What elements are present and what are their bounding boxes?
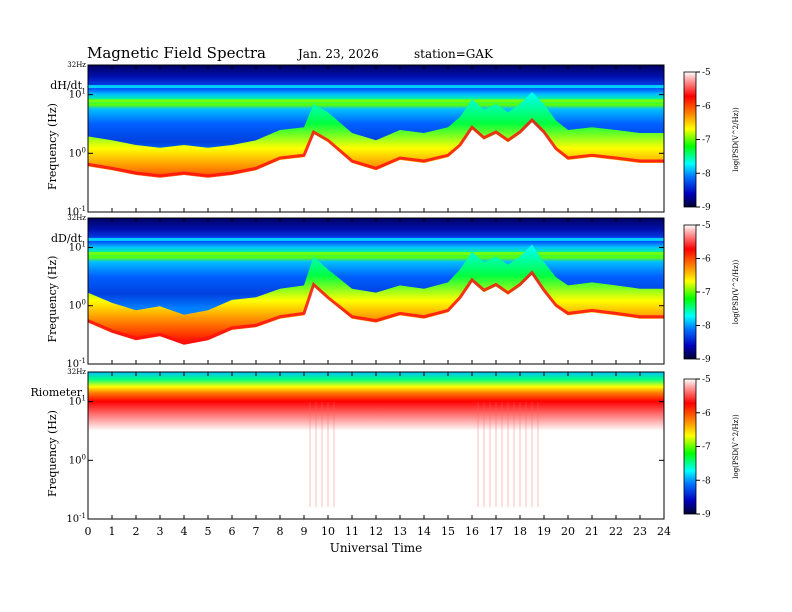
y-tick-label: 10-1	[66, 512, 86, 525]
spectrum-edge	[88, 270, 664, 345]
y-top-label: 32Hz	[67, 368, 86, 376]
colorbar-tick-label: -6	[702, 255, 711, 265]
x-tick-label: 16	[465, 525, 479, 538]
x-tick-label: 0	[85, 525, 92, 538]
colorbar-tick-label: -8	[702, 322, 711, 332]
colorbar-tick-label: -9	[702, 203, 711, 213]
y-tick-label: 101	[69, 240, 86, 253]
y-tick-label: 100	[69, 299, 86, 312]
x-tick-label: 9	[301, 525, 308, 538]
colorbar-tick-label: -7	[702, 443, 711, 453]
spectral-band	[88, 85, 664, 89]
colorbar-label: log(PSD(V^2/Hz))	[732, 259, 740, 324]
y-tick-label: 10-1	[66, 357, 86, 370]
y-tick-label: 101	[69, 88, 86, 101]
spectral-band	[88, 237, 664, 241]
x-tick-label: 20	[561, 525, 575, 538]
x-tick-label: 4	[181, 525, 188, 538]
x-axis-label: Universal Time	[330, 541, 423, 555]
colorbar-label: log(PSD(V^2/Hz))	[732, 414, 740, 479]
y-tick-label: 101	[69, 395, 86, 408]
panel-label: Riometer	[30, 386, 82, 399]
panel-2	[88, 218, 664, 364]
x-tick-label: 13	[393, 525, 407, 538]
panel-1	[88, 65, 664, 212]
y-axis-label: Frequency (Hz)	[46, 256, 59, 343]
colorbar-tick-label: -5	[702, 221, 711, 231]
colorbar	[683, 224, 697, 360]
x-tick-label: 21	[585, 525, 599, 538]
y-axis-label: Frequency (Hz)	[46, 103, 59, 190]
colorbar	[683, 378, 697, 515]
x-tick-label: 2	[133, 525, 140, 538]
x-tick-label: 12	[369, 525, 383, 538]
y-top-label: 32Hz	[67, 61, 86, 69]
spectral-band	[88, 252, 664, 256]
colorbar-label: log(PSD(V^2/Hz))	[732, 107, 740, 172]
y-top-label: 32Hz	[67, 214, 86, 222]
spectrum-quiet-region	[88, 122, 664, 212]
x-tick-label: 5	[205, 525, 212, 538]
x-tick-label: 22	[609, 525, 623, 538]
colorbar-tick-label: -7	[702, 288, 711, 298]
colorbar-tick-label: -9	[702, 355, 711, 365]
x-tick-label: 23	[633, 525, 647, 538]
colorbar-tick-label: -9	[702, 510, 711, 520]
y-tick-label: 100	[69, 453, 86, 466]
x-tick-label: 3	[157, 525, 164, 538]
panel-label: dD/dt	[51, 232, 83, 245]
colorbar	[683, 71, 697, 208]
spectrum-edge	[88, 117, 664, 178]
x-tick-label: 24	[657, 525, 671, 538]
chart-title: Magnetic Field Spectra	[87, 44, 266, 62]
x-tick-label: 8	[277, 525, 284, 538]
x-tick-label: 7	[253, 525, 260, 538]
x-tick-label: 11	[345, 525, 359, 538]
x-tick-label: 10	[321, 525, 335, 538]
panel-3	[88, 372, 664, 519]
x-tick-label: 18	[513, 525, 527, 538]
x-tick-label: 14	[417, 525, 431, 538]
colorbar-tick-label: -6	[702, 102, 711, 112]
colorbar-tick-label: -7	[702, 136, 711, 146]
x-tick-label: 17	[489, 525, 503, 538]
colorbar-tick-label: -8	[702, 476, 711, 486]
panel-background	[88, 372, 664, 519]
x-tick-label: 15	[441, 525, 455, 538]
chart-date: Jan. 23, 2026	[298, 47, 379, 61]
y-tick-label: 100	[69, 146, 86, 159]
x-tick-label: 19	[537, 525, 551, 538]
colorbar-tick-label: -5	[702, 68, 711, 78]
y-tick-label: 10-1	[66, 205, 86, 218]
colorbar-tick-label: -8	[702, 169, 711, 179]
x-tick-label: 6	[229, 525, 236, 538]
y-axis-label: Frequency (Hz)	[46, 410, 59, 497]
colorbar-tick-label: -5	[702, 375, 711, 385]
station-label: station=GAK	[414, 47, 494, 61]
spectrum-quiet-region	[88, 274, 664, 364]
panel-label: dH/dt	[50, 79, 82, 92]
x-tick-label: 1	[109, 525, 116, 538]
colorbar-tick-label: -6	[702, 409, 711, 419]
spectral-band	[88, 99, 664, 103]
